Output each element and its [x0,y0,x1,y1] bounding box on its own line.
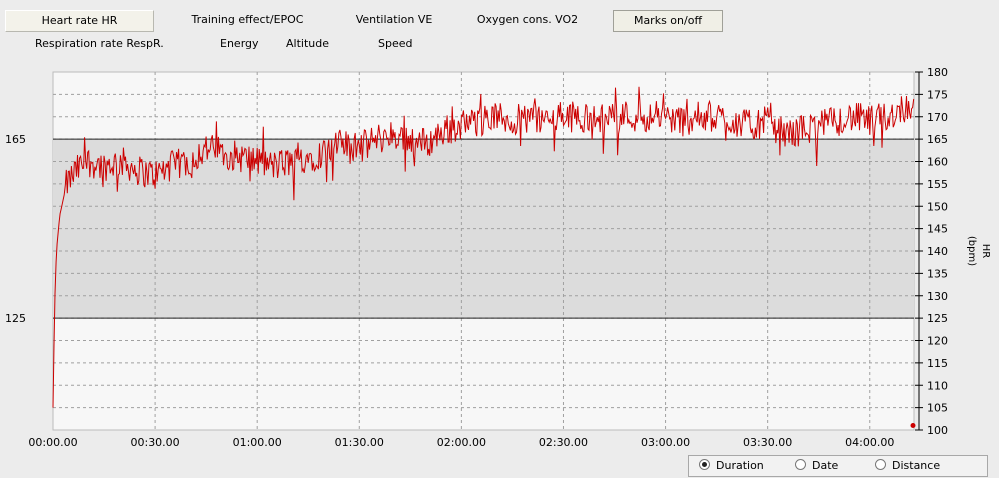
y-tick-label: 180 [927,66,948,79]
y-tick-label: 110 [927,379,948,392]
tab-ventilation[interactable]: Ventilation VE [355,13,433,26]
y-tick-label: 125 [927,312,948,325]
radio-distance-label: Distance [892,459,941,472]
x-tick-label: 04:00.00 [845,436,894,449]
y-tick-label: 105 [927,402,948,415]
y-tick-label: 170 [927,111,948,124]
tab-speed[interactable]: Speed [378,37,413,50]
y-tick-label: 140 [927,245,948,258]
y-axis-title: HR [980,244,991,259]
radio-date[interactable]: Date [795,459,838,473]
end-marker [910,423,916,429]
y-tick-label: 160 [927,156,948,169]
x-tick-label: 00:00.00 [28,436,77,449]
tab-energy[interactable]: Energy [220,37,259,50]
tab-respiration-rate[interactable]: Respiration rate RespR. [35,37,164,50]
radio-date-label: Date [812,459,839,472]
tab-oxygen-consumption[interactable]: Oxygen cons. VO2 [476,13,579,26]
tab-heart-rate[interactable]: Heart rate HR [5,10,154,32]
y-tick-label: 130 [927,290,948,303]
radio-date-circle[interactable] [795,459,806,470]
zone-low-label: 125 [5,312,26,325]
y-tick-label: 150 [927,200,948,213]
y-tick-label: 165 [927,133,948,146]
radio-distance[interactable]: Distance [875,459,940,473]
radio-distance-circle[interactable] [875,459,886,470]
x-tick-label: 03:30.00 [743,436,792,449]
x-tick-label: 02:00.00 [437,436,486,449]
radio-duration-label: Duration [716,459,764,472]
y-tick-label: 100 [927,424,948,437]
y-tick-label: 175 [927,88,948,101]
y-tick-label: 120 [927,335,948,348]
y-axis-unit: (bpm) [966,236,977,266]
radio-duration-circle[interactable] [699,459,710,470]
x-tick-label: 01:00.00 [233,436,282,449]
marks-toggle-button[interactable]: Marks on/off [613,10,723,32]
y-tick-label: 155 [927,178,948,191]
y-tick-label: 115 [927,357,948,370]
y-tick-label: 135 [927,267,948,280]
x-tick-label: 03:00.00 [641,436,690,449]
x-tick-label: 02:30.00 [539,436,588,449]
hr-zone-band [53,139,914,319]
tab-training-effect[interactable]: Training effect/EPOC [191,13,304,26]
zone-high-label: 165 [5,133,26,146]
radio-duration[interactable]: Duration [699,459,764,473]
y-tick-label: 145 [927,223,948,236]
tab-altitude[interactable]: Altitude [286,37,329,50]
x-tick-label: 01:30.00 [335,436,384,449]
hr-series-line [52,86,915,408]
x-axis-mode-group: Duration Date Distance [688,455,988,477]
x-tick-label: 00:30.00 [130,436,179,449]
